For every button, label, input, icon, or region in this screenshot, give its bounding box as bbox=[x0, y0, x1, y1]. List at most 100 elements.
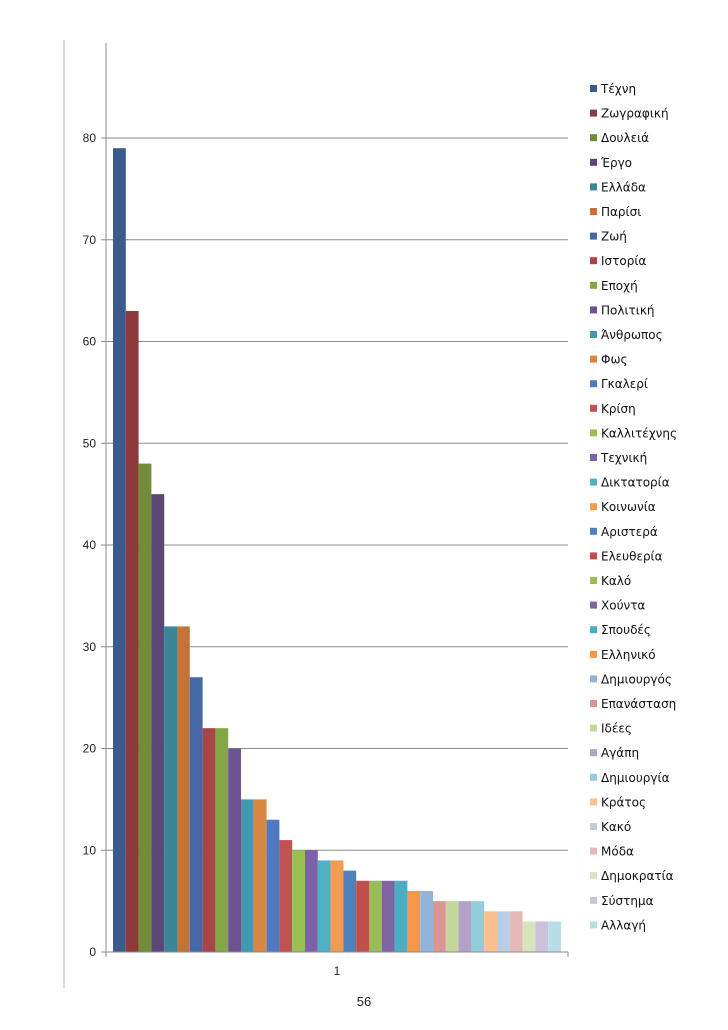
legend-label: Μόδα bbox=[601, 845, 634, 859]
legend-label: Ελληνικό bbox=[601, 648, 656, 662]
bar-2 bbox=[125, 310, 139, 953]
legend-label: Δουλειά bbox=[601, 131, 649, 145]
legend-swatch bbox=[590, 847, 597, 855]
bar-9 bbox=[215, 728, 229, 952]
bar-18 bbox=[330, 860, 344, 952]
legend-label: Φως bbox=[601, 353, 628, 367]
y-tick-label: 80 bbox=[83, 131, 97, 145]
legend-label: Χούντα bbox=[601, 599, 645, 613]
legend-swatch bbox=[590, 921, 597, 929]
bar-14 bbox=[279, 840, 293, 952]
legend: Τέχνη Ζωγραφική Δουλειά Έργο Ελλάδα Παρίσι Ζωή… bbox=[590, 82, 677, 932]
legend-swatch bbox=[590, 208, 597, 215]
bar-33 bbox=[522, 921, 536, 952]
legend-swatch bbox=[590, 650, 597, 658]
bar-4 bbox=[151, 494, 165, 953]
y-tick-label: 70 bbox=[83, 233, 97, 247]
legend-label: Δημιουργία bbox=[601, 771, 670, 785]
legend-swatch bbox=[590, 331, 597, 338]
legend-swatch bbox=[590, 798, 597, 806]
legend-label: Επανάσταση bbox=[601, 697, 676, 711]
y-tick-label: 50 bbox=[83, 436, 97, 450]
page-number: 56 bbox=[356, 994, 372, 1009]
legend-swatch bbox=[590, 281, 597, 289]
legend-label: Άνθρωπος bbox=[601, 328, 663, 342]
legend-label: Ιστορία bbox=[601, 254, 646, 268]
y-tick-label: 0 bbox=[89, 945, 96, 959]
bar-29 bbox=[471, 901, 485, 953]
bar-20 bbox=[356, 880, 369, 952]
legend-swatch bbox=[590, 109, 597, 117]
y-tick-label: 60 bbox=[83, 335, 97, 349]
x-category-label: 1 bbox=[334, 964, 341, 978]
bar-8 bbox=[202, 728, 216, 952]
legend-label: Ζωή bbox=[601, 230, 627, 244]
legend-label: Κακό bbox=[601, 820, 631, 834]
legend-swatch bbox=[590, 601, 597, 609]
bar-5 bbox=[164, 626, 177, 952]
bar-3 bbox=[138, 463, 152, 952]
legend-label: Πολιτική bbox=[601, 303, 655, 317]
legend-swatch bbox=[590, 675, 597, 683]
bar-6 bbox=[177, 626, 190, 952]
legend-label: Σπουδές bbox=[601, 623, 651, 637]
legend-label: Ελλάδα bbox=[601, 180, 646, 194]
bar-15 bbox=[292, 850, 305, 952]
bar-22 bbox=[381, 880, 395, 952]
legend-label: Έργο bbox=[600, 156, 632, 170]
legend-label: Γκαλερί bbox=[601, 377, 648, 391]
bar-10 bbox=[228, 748, 241, 952]
bar-21 bbox=[369, 880, 382, 952]
legend-swatch bbox=[590, 503, 597, 511]
legend-label: Αλλαγή bbox=[601, 918, 646, 932]
legend-swatch bbox=[590, 552, 597, 560]
legend-label: Κράτος bbox=[601, 795, 646, 809]
legend-label: Κρίση bbox=[601, 402, 636, 416]
y-tick-label: 10 bbox=[83, 843, 97, 857]
bar-23 bbox=[394, 880, 408, 952]
legend-swatch bbox=[590, 626, 597, 634]
bar-31 bbox=[497, 911, 510, 952]
legend-swatch bbox=[590, 355, 597, 363]
y-tick-label: 30 bbox=[83, 640, 97, 654]
bar-1 bbox=[113, 148, 126, 953]
legend-swatch bbox=[590, 872, 597, 880]
legend-swatch bbox=[590, 749, 597, 757]
legend-swatch bbox=[590, 527, 597, 535]
legend-label: Αγάπη bbox=[601, 746, 639, 760]
legend-label: Δικτατορία bbox=[601, 476, 670, 490]
legend-swatch bbox=[590, 85, 597, 92]
legend-label: Παρίσι bbox=[601, 205, 641, 219]
legend-label: Τέχνη bbox=[600, 82, 636, 96]
legend-swatch bbox=[590, 577, 597, 584]
bar-32 bbox=[509, 911, 523, 952]
legend-swatch bbox=[590, 232, 597, 240]
legend-swatch bbox=[590, 380, 597, 388]
bar-17 bbox=[317, 860, 331, 952]
bar-7 bbox=[189, 677, 203, 952]
bar-35 bbox=[548, 921, 561, 952]
legend-swatch bbox=[590, 823, 597, 830]
bar-34 bbox=[535, 921, 549, 952]
legend-swatch bbox=[590, 700, 597, 707]
legend-label: Καλλιτέχνης bbox=[601, 426, 677, 440]
legend-label: Τεχνική bbox=[600, 451, 647, 465]
legend-swatch bbox=[590, 429, 597, 437]
legend-swatch bbox=[590, 724, 597, 732]
bar-24 bbox=[407, 890, 421, 952]
bar-30 bbox=[484, 911, 497, 952]
legend-swatch bbox=[590, 134, 597, 142]
legend-swatch bbox=[590, 478, 597, 486]
legend-swatch bbox=[590, 454, 597, 461]
legend-label: Ζωγραφική bbox=[601, 107, 669, 121]
legend-label: Ελευθερία bbox=[601, 549, 663, 563]
bar-26 bbox=[433, 901, 446, 953]
bar-25 bbox=[420, 890, 433, 952]
bar-16 bbox=[305, 850, 318, 952]
legend-label: Καλό bbox=[601, 574, 631, 588]
y-tick-label: 40 bbox=[83, 538, 97, 552]
bar-27 bbox=[445, 901, 459, 953]
legend-label: Αριστερά bbox=[601, 525, 658, 539]
bar-13 bbox=[266, 819, 280, 952]
